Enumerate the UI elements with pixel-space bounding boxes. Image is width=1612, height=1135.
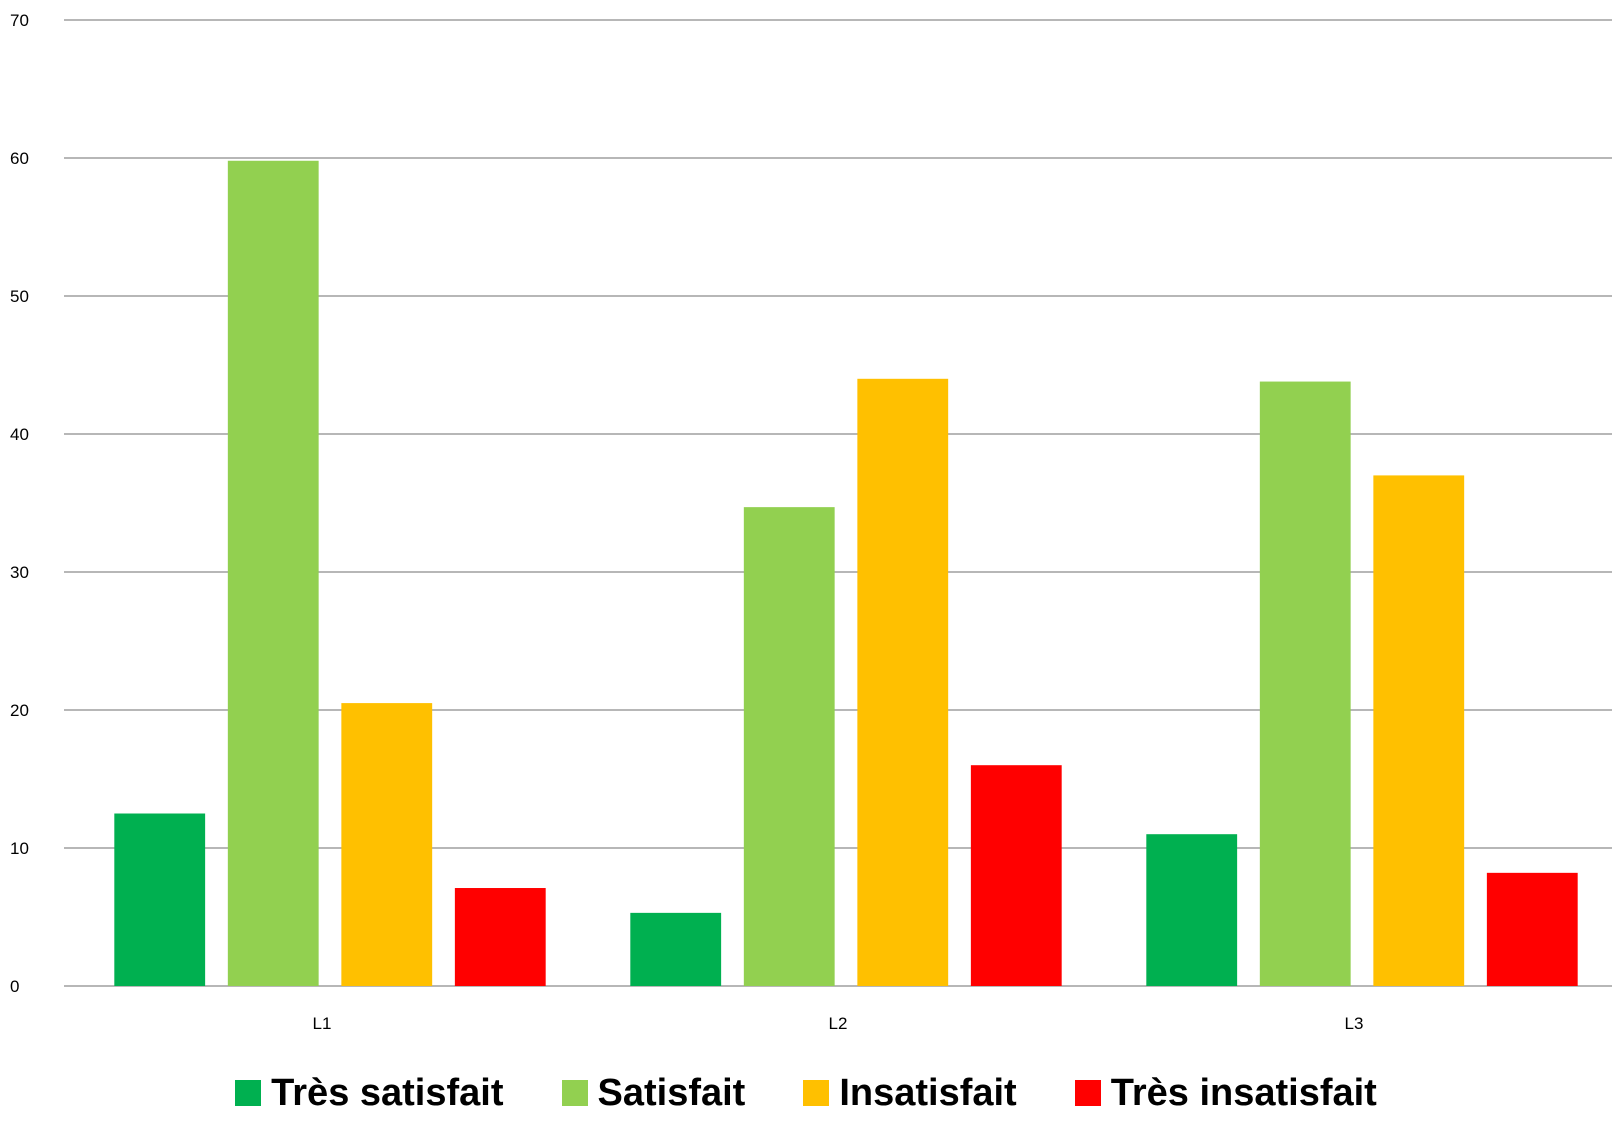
legend-item-satisfait: Satisfait — [562, 1072, 746, 1115]
y-tick-label: 0 — [10, 977, 19, 996]
legend-label: Satisfait — [598, 1072, 746, 1115]
bar — [341, 703, 432, 986]
bar-chart: 0 10 20 30 40 50 60 70 L1 L2 L3 — [0, 0, 1612, 1050]
legend-swatch — [235, 1080, 261, 1106]
bar — [857, 379, 948, 986]
bar — [971, 765, 1062, 986]
y-tick-label: 70 — [10, 11, 29, 30]
bar — [1260, 382, 1351, 986]
y-tick-label: 60 — [10, 149, 29, 168]
bar — [1373, 475, 1464, 986]
legend-label: Insatisfait — [839, 1072, 1016, 1115]
legend-label: Très insatisfait — [1111, 1072, 1377, 1115]
y-tick-label: 50 — [10, 287, 29, 306]
y-tick-label: 10 — [10, 839, 29, 858]
legend-swatch — [562, 1080, 588, 1106]
chart-area: 0 10 20 30 40 50 60 70 L1 L2 L3 — [0, 0, 1612, 1050]
x-tick-label: L1 — [313, 1014, 332, 1033]
bar — [1146, 834, 1237, 986]
bar — [114, 814, 205, 987]
bar — [744, 507, 835, 986]
legend-swatch — [803, 1080, 829, 1106]
x-tick-label: L2 — [829, 1014, 848, 1033]
legend-swatch — [1075, 1080, 1101, 1106]
bar — [228, 161, 319, 986]
bar — [455, 888, 546, 986]
y-tick-label: 40 — [10, 425, 29, 444]
legend-item-insatisfait: Insatisfait — [803, 1072, 1016, 1115]
y-tick-label: 30 — [10, 563, 29, 582]
y-tick-label: 20 — [10, 701, 29, 720]
bar — [1487, 873, 1578, 986]
legend-label: Très satisfait — [271, 1072, 503, 1115]
x-tick-label: L3 — [1345, 1014, 1364, 1033]
legend-item-tres-insatisfait: Très insatisfait — [1075, 1072, 1377, 1115]
legend: Très satisfait Satisfait Insatisfait Trè… — [0, 1058, 1612, 1128]
bar — [630, 913, 721, 986]
legend-item-tres-satisfait: Très satisfait — [235, 1072, 503, 1115]
